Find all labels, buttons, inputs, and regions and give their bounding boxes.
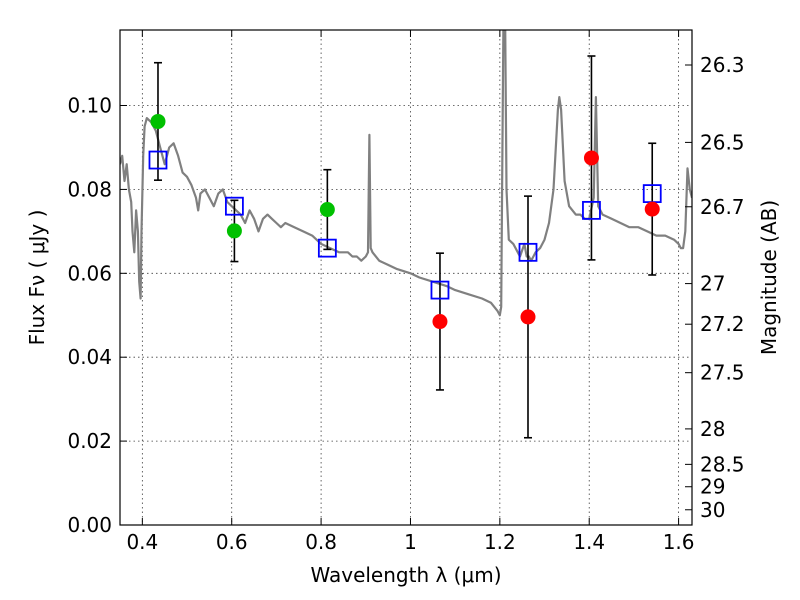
y-axis-label: Flux Fν ( μJy ) — [25, 210, 49, 346]
model-square — [148, 150, 168, 170]
sed-line — [120, 30, 692, 317]
marker-layer — [148, 55, 662, 439]
green-data-point — [150, 113, 166, 129]
y-tick-label: 0.00 — [67, 513, 112, 537]
x-tick-label: 0.8 — [305, 530, 337, 554]
right-tick-label: 27 — [700, 272, 725, 296]
model-square — [317, 238, 337, 258]
model-square — [582, 200, 601, 220]
red-data-point — [520, 309, 536, 325]
right-tick-label: 27.2 — [700, 312, 745, 336]
green-data-point — [319, 202, 335, 218]
right-tick-label: 30 — [700, 498, 725, 522]
x-tick-label: 1.2 — [484, 530, 516, 554]
x-tick-label: 0.4 — [126, 530, 158, 554]
x-tick-label: 1.6 — [663, 530, 695, 554]
red-data-point — [583, 150, 599, 166]
right-tick-label: 26.5 — [700, 130, 745, 154]
red-data-point — [644, 201, 660, 217]
right-tick-label: 28.5 — [700, 452, 745, 476]
model-square — [430, 280, 450, 300]
right-tick-label: 27.5 — [700, 361, 745, 385]
x-tick-label: 0.6 — [216, 530, 248, 554]
right-tick-label: 29 — [700, 475, 725, 499]
right-tick-label: 26.3 — [700, 53, 745, 77]
green-data-point — [226, 223, 242, 239]
sed-layer — [120, 30, 692, 317]
model-square — [518, 242, 538, 262]
right-tick-label: 28 — [700, 417, 725, 441]
plot-frame — [119, 29, 693, 526]
right-axis-label: Magnitude (AB) — [757, 200, 781, 355]
model-square — [224, 196, 244, 216]
x-axis-label: Wavelength λ (μm) — [310, 563, 501, 587]
x-tick-label: 1.4 — [573, 530, 605, 554]
y-tick-label: 0.06 — [67, 261, 112, 285]
y-tick-label: 0.08 — [67, 177, 112, 201]
x-tick-label: 1 — [404, 530, 417, 554]
tick-layer: 0.4 0.6 0.8 1 1.2 1.4 1.6 0.00 0.02 0.04 0.06 0.08 0… — [67, 30, 745, 554]
right-tick-label: 26.7 — [700, 195, 745, 219]
red-data-point — [432, 314, 448, 330]
y-tick-label: 0.10 — [67, 94, 112, 118]
grid-lines — [120, 30, 692, 526]
y-tick-label: 0.04 — [67, 345, 112, 369]
y-tick-label: 0.02 — [67, 429, 112, 453]
